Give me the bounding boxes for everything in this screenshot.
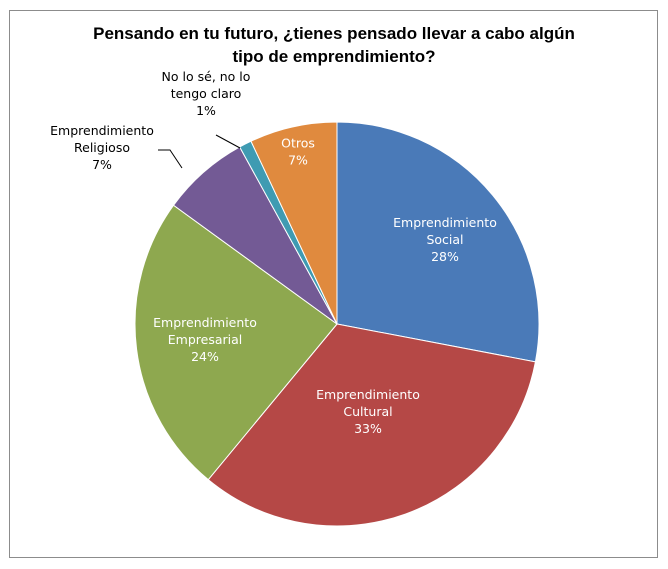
slice-percent-label-0: 28% (431, 249, 459, 264)
slice-category-label-2: Empresarial (168, 332, 242, 347)
slice-category-label-1: Emprendimiento (316, 387, 420, 402)
slice-category-label-2: Emprendimiento (153, 315, 257, 330)
pie-slice-1 (207, 323, 537, 527)
slice-category-label-5: Otros (281, 136, 315, 151)
chart-title: Pensando en tu futuro, ¿tienes pensado l… (0, 22, 668, 68)
slice-percent-label-3: 7% (92, 157, 112, 172)
chart-title-line-2: tipo de emprendimiento? (232, 47, 436, 66)
slice-percent-label-4: 1% (196, 103, 216, 118)
slice-category-label-3: Emprendimiento (50, 123, 154, 138)
chart-title-line-1: Pensando en tu futuro, ¿tienes pensado l… (93, 24, 575, 43)
slice-percent-label-2: 24% (191, 349, 219, 364)
pie-slice-0 (336, 121, 540, 363)
slice-category-label-0: Social (426, 232, 463, 247)
pie-slice-5 (250, 121, 338, 325)
slice-category-label-4: No lo sé, no lo (162, 69, 251, 84)
slice-percent-label-5: 7% (288, 153, 308, 168)
leader-line-3 (158, 149, 183, 169)
slice-category-label-0: Emprendimiento (393, 215, 497, 230)
pie-slice-2 (134, 204, 338, 481)
slice-category-label-4: tengo claro (171, 86, 242, 101)
slice-category-label-3: Religioso (74, 140, 130, 155)
leader-line-4 (215, 134, 241, 149)
slice-percent-label-1: 33% (354, 421, 382, 436)
slice-category-label-1: Cultural (343, 404, 392, 419)
